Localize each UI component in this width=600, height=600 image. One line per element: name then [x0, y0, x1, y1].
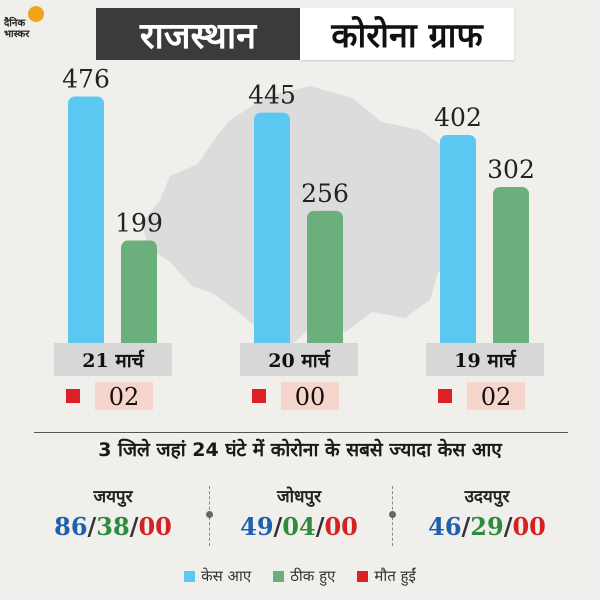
legend-item-recovered: ठीक हुए — [273, 566, 335, 586]
district-cases: 46 — [428, 512, 462, 541]
legend-swatch-deaths — [357, 570, 369, 582]
district-deaths: 00 — [512, 512, 546, 541]
legend-label-deaths: मौत हुईं — [374, 567, 416, 585]
district-cases: 86 — [54, 512, 88, 541]
category-tick-label: 19 मार्च — [454, 349, 516, 372]
bar-cases — [440, 134, 476, 352]
data-label-recovered: 302 — [487, 155, 535, 184]
legend-swatch-recovered — [273, 570, 285, 582]
death-marker — [438, 389, 452, 403]
data-label-deaths: 00 — [295, 383, 326, 411]
death-count-box — [467, 382, 525, 410]
district-recovered: 04 — [282, 512, 316, 541]
chart-legend: केस आए ठीक हुए मौत हुईं — [0, 566, 600, 586]
title-state: राजस्थान — [96, 8, 300, 60]
separator-dot — [206, 511, 213, 518]
district-stats: 46/29/00 — [428, 512, 546, 541]
data-label-cases: 445 — [248, 81, 296, 110]
death-marker — [252, 389, 266, 403]
data-label-recovered: 199 — [115, 209, 163, 238]
districts-heading: 3 जिले जहां 24 घंटे में कोरोना के सबसे ज… — [98, 439, 502, 461]
date-label-box — [54, 343, 172, 376]
death-marker — [66, 389, 80, 403]
bar-cases — [254, 112, 290, 352]
district-stats: 49/04/00 — [240, 512, 358, 541]
separator-dot — [389, 511, 396, 518]
bar-recovered — [121, 240, 157, 352]
legend-item-cases: केस आए — [184, 566, 251, 586]
brand-logo: दैनिक भास्कर — [4, 4, 56, 52]
district-deaths: 00 — [138, 512, 172, 541]
district-stats: 86/38/00 — [54, 512, 172, 541]
bar-recovered — [307, 210, 343, 352]
death-count-box — [95, 382, 153, 410]
bar-cases — [68, 96, 104, 352]
data-label-cases: 476 — [62, 64, 110, 93]
district-jodhpur: जोधपुर 49/04/00 — [214, 484, 384, 544]
sun-icon — [28, 6, 44, 22]
date-label-box — [240, 343, 358, 376]
legend-label-cases: केस आए — [201, 567, 252, 585]
data-label-cases: 402 — [434, 103, 482, 132]
legend-label-recovered: ठीक हुए — [290, 567, 336, 585]
district-name: उदयपुर — [464, 487, 510, 507]
title-topic: कोरोना ग्राफ — [300, 8, 514, 60]
section-divider — [34, 432, 568, 433]
data-label-deaths: 02 — [109, 383, 140, 411]
district-udaipur: उदयपुर 46/29/00 — [402, 484, 572, 544]
date-label-box — [426, 343, 544, 376]
district-deaths: 00 — [324, 512, 358, 541]
legend-item-deaths: मौत हुईं — [357, 566, 416, 586]
legend-swatch-cases — [184, 570, 196, 582]
rajasthan-map-silhouette — [142, 86, 470, 344]
death-count-box — [281, 382, 339, 410]
district-cases: 49 — [240, 512, 274, 541]
category-tick-label: 20 मार्च — [268, 349, 330, 372]
data-label-recovered: 256 — [301, 179, 349, 208]
district-name: जयपुर — [93, 487, 133, 507]
logo-text: दैनिक भास्कर — [4, 18, 30, 40]
data-label-deaths: 02 — [481, 383, 512, 411]
district-recovered: 38 — [96, 512, 130, 541]
bar-recovered — [493, 186, 529, 352]
district-recovered: 29 — [470, 512, 504, 541]
district-name: जोधपुर — [276, 487, 322, 507]
title-bar: राजस्थान कोरोना ग्राफ — [96, 8, 514, 60]
district-jaipur: जयपुर 86/38/00 — [28, 484, 198, 544]
category-tick-label: 21 मार्च — [82, 349, 144, 372]
